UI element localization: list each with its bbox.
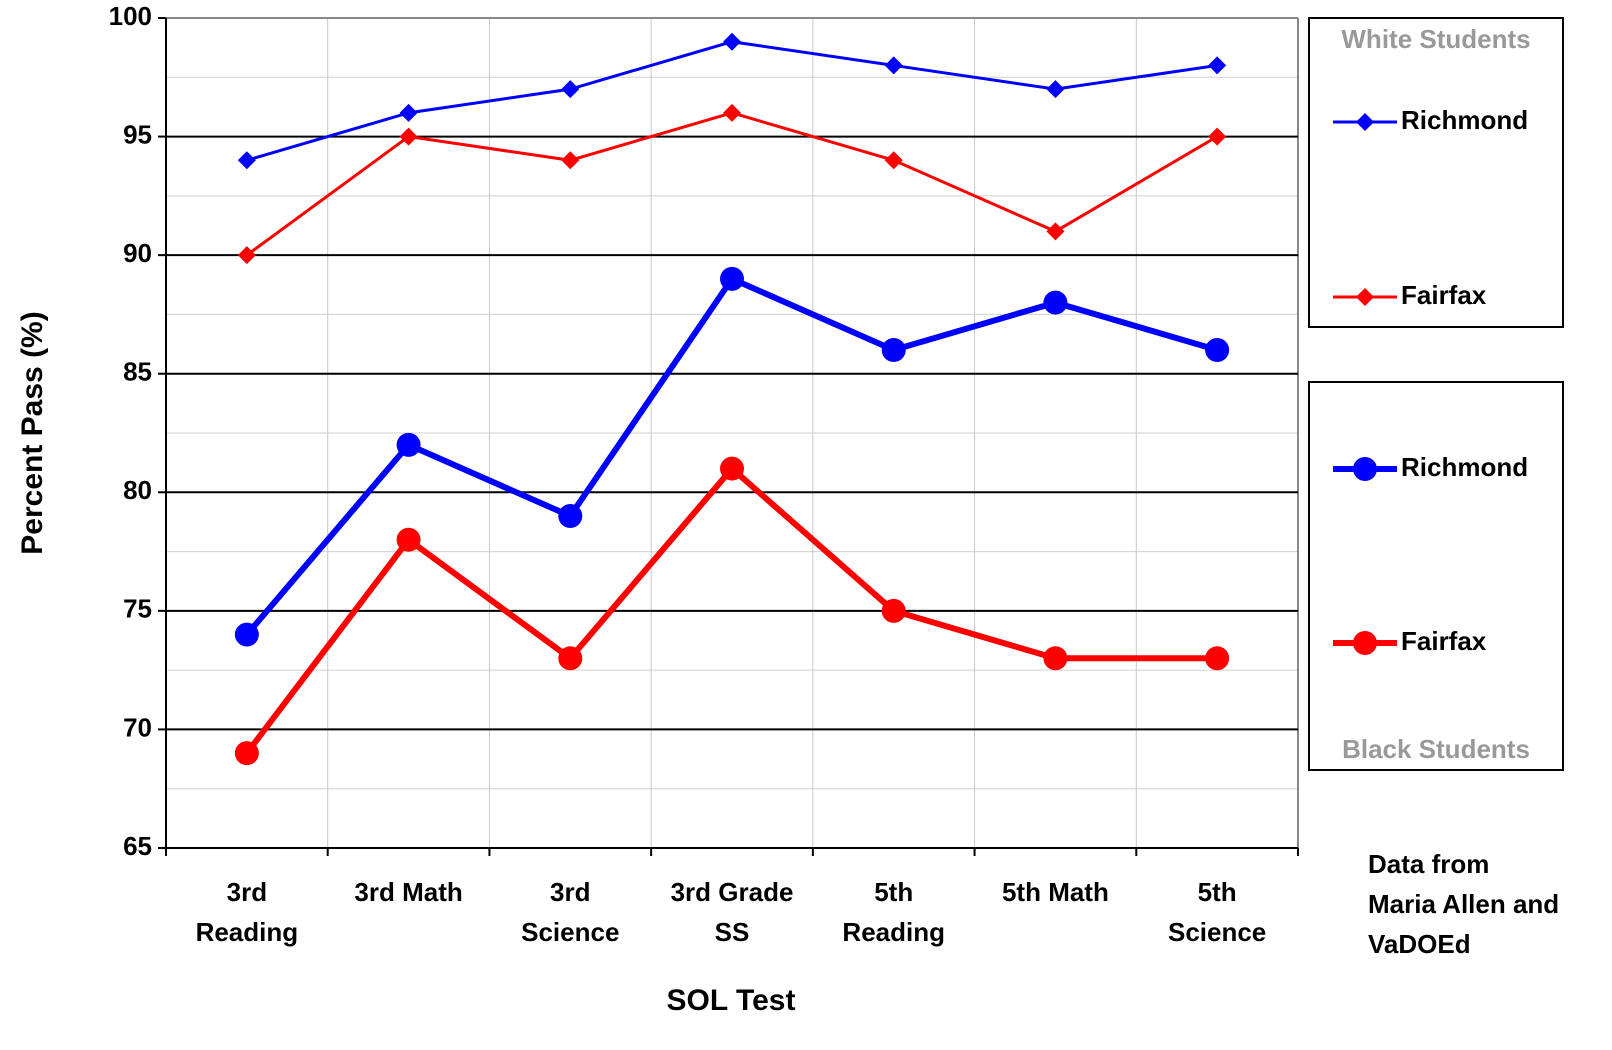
x-tick-label: Reading: [196, 917, 299, 947]
legend-box: [1308, 381, 1564, 771]
annotation: Data from: [1368, 849, 1489, 879]
y-tick-label: 80: [123, 475, 152, 505]
marker: [881, 338, 906, 362]
marker: [396, 527, 421, 552]
annotation: VaDOEd: [1368, 929, 1471, 959]
y-tick-label: 85: [123, 357, 152, 387]
legend-title: Black Students: [1342, 734, 1530, 764]
x-tick-label: 3rd Grade: [671, 877, 794, 907]
y-tick-label: 75: [123, 594, 152, 624]
marker: [1205, 338, 1230, 362]
marker: [723, 103, 741, 122]
marker: [1046, 80, 1065, 99]
marker: [234, 741, 259, 766]
x-tick-label: 3rd Math: [354, 877, 462, 907]
marker: [1043, 290, 1068, 315]
x-tick-label: SS: [715, 917, 750, 947]
legend-label: Richmond: [1401, 452, 1528, 482]
marker: [1043, 646, 1068, 671]
marker: [558, 646, 583, 671]
x-tick-label: Science: [1168, 917, 1266, 947]
x-tick-label: 3rd: [550, 877, 590, 907]
legend-box: [1308, 17, 1564, 328]
y-tick-label: 70: [123, 712, 152, 742]
marker: [1208, 127, 1227, 146]
x-tick-label: 5th: [874, 877, 913, 907]
marker: [1356, 288, 1374, 306]
marker: [881, 598, 906, 623]
marker: [720, 266, 744, 291]
y-tick-label: 95: [123, 119, 152, 149]
marker: [234, 622, 259, 647]
marker: [723, 32, 741, 51]
marker: [1353, 631, 1377, 655]
series-line: [245, 111, 1218, 257]
x-tick-label: Reading: [842, 917, 945, 947]
series-line: [246, 40, 1218, 162]
marker: [399, 103, 418, 122]
marker: [1208, 56, 1227, 75]
x-tick-label: Science: [521, 917, 619, 947]
x-tick-label: 3rd: [227, 877, 267, 907]
marker: [1046, 222, 1065, 241]
x-tick-label: 5th Math: [1002, 877, 1109, 907]
x-axis-label: SOL Test: [667, 984, 796, 1017]
marker: [561, 80, 580, 99]
marker: [884, 151, 903, 170]
legend-label: Fairfax: [1401, 280, 1487, 310]
marker: [720, 456, 744, 481]
marker: [1205, 646, 1230, 671]
marker: [396, 432, 421, 457]
marker: [1356, 113, 1374, 131]
legend-label: Fairfax: [1401, 626, 1487, 656]
marker: [237, 246, 256, 265]
marker: [561, 151, 580, 170]
x-tick-label: 5th: [1198, 877, 1237, 907]
y-tick-label: 100: [109, 1, 152, 31]
annotation: Maria Allen and: [1368, 889, 1559, 919]
legend-label: Richmond: [1401, 105, 1528, 135]
marker: [237, 151, 256, 170]
y-axis-label: Percent Pass (%): [16, 311, 49, 554]
marker: [558, 504, 583, 528]
marker: [1353, 457, 1377, 481]
marker: [884, 56, 903, 75]
legend-title: White Students: [1341, 24, 1530, 54]
marker: [399, 127, 418, 146]
y-tick-label: 65: [123, 831, 152, 861]
y-tick-label: 90: [123, 238, 152, 268]
